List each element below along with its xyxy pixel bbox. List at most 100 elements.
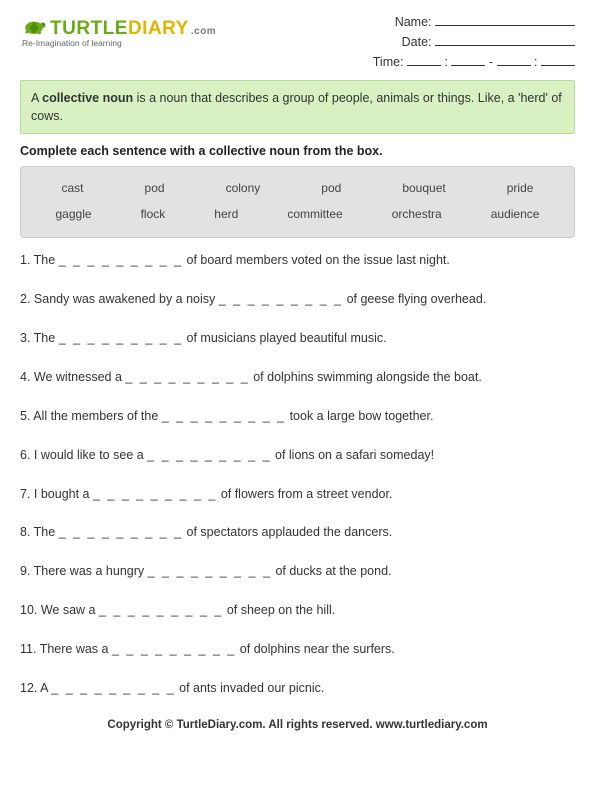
header: TURTLEDIARY.com Re-Imagination of learni… bbox=[20, 12, 575, 72]
question-post: of musicians played beautiful music. bbox=[183, 331, 387, 345]
question-post: of sheep on the hill. bbox=[223, 603, 335, 617]
header-fields: Name: Date: Time: : - : bbox=[373, 12, 575, 72]
question-item: 10. We saw a _ _ _ _ _ _ _ _ _ of sheep … bbox=[20, 602, 575, 619]
name-field-row: Name: bbox=[373, 12, 575, 32]
question-number: 9. bbox=[20, 564, 34, 578]
logo-text: TURTLEDIARY.com bbox=[50, 18, 216, 40]
question-pre: The bbox=[34, 525, 59, 539]
logo-line: TURTLEDIARY.com bbox=[20, 12, 216, 40]
time-field-row: Time: : - : bbox=[373, 52, 575, 72]
question-item: 12. A _ _ _ _ _ _ _ _ _ of ants invaded … bbox=[20, 680, 575, 697]
question-item: 11. There was a _ _ _ _ _ _ _ _ _ of dol… bbox=[20, 641, 575, 658]
word-item: herd bbox=[214, 207, 238, 221]
question-pre: The bbox=[34, 331, 59, 345]
question-post: of flowers from a street vendor. bbox=[217, 487, 392, 501]
answer-blank[interactable]: _ _ _ _ _ _ _ _ _ bbox=[147, 448, 271, 462]
question-number: 11. bbox=[20, 642, 40, 656]
word-item: flock bbox=[141, 207, 166, 221]
question-post: of lions on a safari someday! bbox=[272, 448, 435, 462]
question-pre: There was a bbox=[40, 642, 112, 656]
question-post: of ducks at the pond. bbox=[272, 564, 392, 578]
word-row-1: cast pod colony pod bouquet pride bbox=[31, 175, 564, 201]
date-label: Date: bbox=[402, 35, 432, 49]
time-blank-1[interactable] bbox=[407, 54, 441, 66]
questions-list: 1. The _ _ _ _ _ _ _ _ _ of board member… bbox=[20, 252, 575, 697]
question-pre: I bought a bbox=[34, 487, 93, 501]
question-number: 4. bbox=[20, 370, 34, 384]
question-post: of geese flying overhead. bbox=[343, 292, 486, 306]
worksheet-page: TURTLEDIARY.com Re-Imagination of learni… bbox=[0, 0, 595, 739]
question-number: 5. bbox=[20, 409, 33, 423]
name-label: Name: bbox=[395, 15, 432, 29]
question-post: of ants invaded our picnic. bbox=[176, 681, 325, 695]
name-blank[interactable] bbox=[435, 14, 575, 26]
word-item: cast bbox=[62, 181, 84, 195]
word-item: gaggle bbox=[56, 207, 92, 221]
question-number: 6. bbox=[20, 448, 34, 462]
instruction-text: Complete each sentence with a collective… bbox=[20, 144, 575, 158]
question-item: 5. All the members of the _ _ _ _ _ _ _ … bbox=[20, 408, 575, 425]
definition-prefix: A bbox=[31, 91, 42, 105]
question-pre: The bbox=[34, 253, 59, 267]
question-pre: A bbox=[40, 681, 51, 695]
answer-blank[interactable]: _ _ _ _ _ _ _ _ _ bbox=[219, 292, 343, 306]
question-item: 2. Sandy was awakened by a noisy _ _ _ _… bbox=[20, 291, 575, 308]
answer-blank[interactable]: _ _ _ _ _ _ _ _ _ bbox=[51, 681, 175, 695]
logo-tagline: Re-Imagination of learning bbox=[22, 38, 216, 48]
question-number: 12. bbox=[20, 681, 40, 695]
answer-blank[interactable]: _ _ _ _ _ _ _ _ _ bbox=[59, 253, 183, 267]
word-item: pod bbox=[145, 181, 165, 195]
question-pre: I would like to see a bbox=[34, 448, 147, 462]
word-item: orchestra bbox=[392, 207, 442, 221]
question-item: 6. I would like to see a _ _ _ _ _ _ _ _… bbox=[20, 447, 575, 464]
question-pre: We witnessed a bbox=[34, 370, 125, 384]
question-number: 2. bbox=[20, 292, 34, 306]
word-item: bouquet bbox=[402, 181, 445, 195]
word-item: audience bbox=[491, 207, 540, 221]
question-item: 7. I bought a _ _ _ _ _ _ _ _ _ of flowe… bbox=[20, 486, 575, 503]
answer-blank[interactable]: _ _ _ _ _ _ _ _ _ bbox=[125, 370, 249, 384]
question-item: 1. The _ _ _ _ _ _ _ _ _ of board member… bbox=[20, 252, 575, 269]
answer-blank[interactable]: _ _ _ _ _ _ _ _ _ bbox=[59, 525, 183, 539]
question-post: of dolphins near the surfers. bbox=[236, 642, 394, 656]
answer-blank[interactable]: _ _ _ _ _ _ _ _ _ bbox=[93, 487, 217, 501]
answer-blank[interactable]: _ _ _ _ _ _ _ _ _ bbox=[112, 642, 236, 656]
date-blank[interactable] bbox=[435, 34, 575, 46]
turtle-icon bbox=[20, 12, 48, 40]
question-pre: All the members of the bbox=[33, 409, 162, 423]
question-item: 3. The _ _ _ _ _ _ _ _ _ of musicians pl… bbox=[20, 330, 575, 347]
question-number: 1. bbox=[20, 253, 34, 267]
question-post: of dolphins swimming alongside the boat. bbox=[250, 370, 482, 384]
definition-box: A collective noun is a noun that describ… bbox=[20, 80, 575, 134]
question-pre: There was a hungry bbox=[34, 564, 148, 578]
question-item: 9. There was a hungry _ _ _ _ _ _ _ _ _ … bbox=[20, 563, 575, 580]
word-item: pride bbox=[507, 181, 534, 195]
time-blank-2[interactable] bbox=[451, 54, 485, 66]
word-item: pod bbox=[321, 181, 341, 195]
question-post: took a large bow together. bbox=[286, 409, 433, 423]
question-post: of board members voted on the issue last… bbox=[183, 253, 450, 267]
footer-text: Copyright © TurtleDiary.com. All rights … bbox=[20, 719, 575, 731]
date-field-row: Date: bbox=[373, 32, 575, 52]
answer-blank[interactable]: _ _ _ _ _ _ _ _ _ bbox=[59, 331, 183, 345]
time-blank-4[interactable] bbox=[541, 54, 575, 66]
answer-blank[interactable]: _ _ _ _ _ _ _ _ _ bbox=[99, 603, 223, 617]
word-item: committee bbox=[287, 207, 342, 221]
word-row-2: gaggle flock herd committee orchestra au… bbox=[31, 201, 564, 227]
question-number: 10. bbox=[20, 603, 41, 617]
question-item: 8. The _ _ _ _ _ _ _ _ _ of spectators a… bbox=[20, 524, 575, 541]
time-label: Time: bbox=[373, 55, 404, 69]
answer-blank[interactable]: _ _ _ _ _ _ _ _ _ bbox=[148, 564, 272, 578]
definition-term: collective noun bbox=[42, 91, 133, 105]
question-number: 3. bbox=[20, 331, 34, 345]
answer-blank[interactable]: _ _ _ _ _ _ _ _ _ bbox=[162, 409, 286, 423]
question-number: 7. bbox=[20, 487, 34, 501]
question-item: 4. We witnessed a _ _ _ _ _ _ _ _ _ of d… bbox=[20, 369, 575, 386]
question-number: 8. bbox=[20, 525, 34, 539]
time-blank-3[interactable] bbox=[497, 54, 531, 66]
logo-block: TURTLEDIARY.com Re-Imagination of learni… bbox=[20, 12, 216, 72]
question-pre: Sandy was awakened by a noisy bbox=[34, 292, 219, 306]
question-pre: We saw a bbox=[41, 603, 99, 617]
logo-suffix: .com bbox=[191, 26, 216, 37]
logo-word-diary: DIARY bbox=[128, 18, 189, 39]
